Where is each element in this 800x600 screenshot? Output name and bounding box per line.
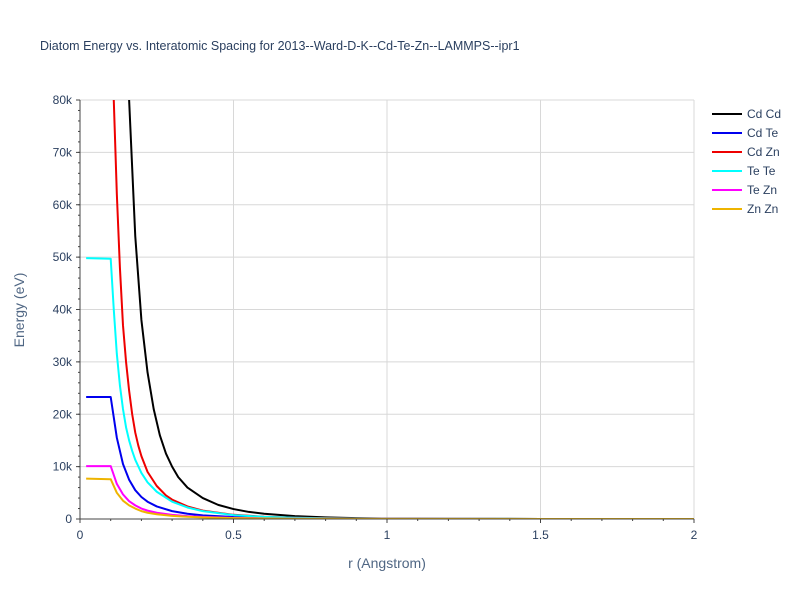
y-tick-label: 0 (65, 512, 72, 526)
y-tick-label: 20k (53, 407, 73, 421)
x-tick-label: 1 (384, 528, 391, 542)
x-tick-label: 1.5 (532, 528, 549, 542)
x-axis-title: r (Angstrom) (348, 555, 426, 571)
y-tick-label: 30k (53, 355, 73, 369)
legend-label: Cd Te (747, 126, 778, 140)
y-tick-label: 80k (53, 93, 73, 107)
legend-label: Te Zn (747, 183, 777, 197)
y-axis-title: Energy (eV) (11, 273, 27, 348)
y-tick-label: 50k (53, 250, 73, 264)
legend-item[interactable]: Te Zn (712, 183, 777, 197)
legend-label: Te Te (747, 164, 776, 178)
legend-item[interactable]: Zn Zn (712, 202, 778, 216)
x-tick-label: 0.5 (225, 528, 242, 542)
legend-label: Zn Zn (747, 202, 778, 216)
legend-item[interactable]: Cd Cd (712, 107, 781, 121)
axis-layer: 0 10k 20k 30k 40k 50k 60k 70k 80k 0 0.5 1 1.5 2 (53, 93, 698, 542)
y-tick-label: 60k (53, 198, 73, 212)
chart-title: Diatom Energy vs. Interatomic Spacing fo… (40, 39, 520, 53)
legend-item[interactable]: Te Te (712, 164, 776, 178)
grid-layer (80, 99, 695, 519)
y-tick-label: 10k (53, 460, 73, 474)
y-tick-label: 40k (53, 303, 73, 317)
legend-item[interactable]: Cd Te (712, 126, 778, 140)
legend-label: Cd Zn (747, 145, 780, 159)
x-tick-label: 2 (691, 528, 698, 542)
legend-item[interactable]: Cd Zn (712, 145, 780, 159)
x-tick-label: 0 (77, 528, 84, 542)
legend-label: Cd Cd (747, 107, 781, 121)
y-tick-label: 70k (53, 145, 73, 159)
legend[interactable]: Cd Cd Cd Te Cd Zn Te Te Te Zn Zn Zn (712, 107, 781, 216)
